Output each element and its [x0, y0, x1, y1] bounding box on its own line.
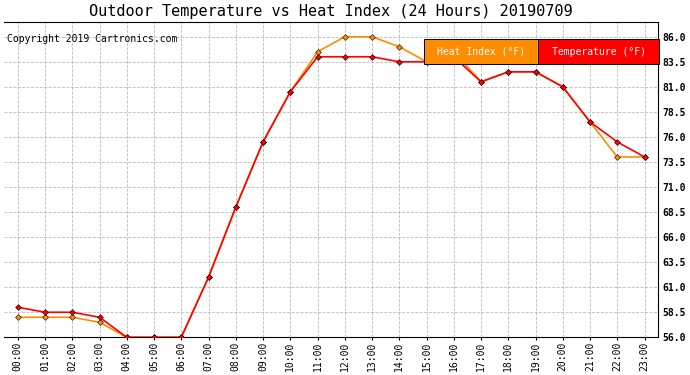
Title: Outdoor Temperature vs Heat Index (24 Hours) 20190709: Outdoor Temperature vs Heat Index (24 Ho… — [89, 4, 573, 19]
Text: Copyright 2019 Cartronics.com: Copyright 2019 Cartronics.com — [7, 34, 177, 44]
Text: Temperature (°F): Temperature (°F) — [551, 46, 646, 57]
Text: Heat Index (°F): Heat Index (°F) — [437, 46, 525, 57]
